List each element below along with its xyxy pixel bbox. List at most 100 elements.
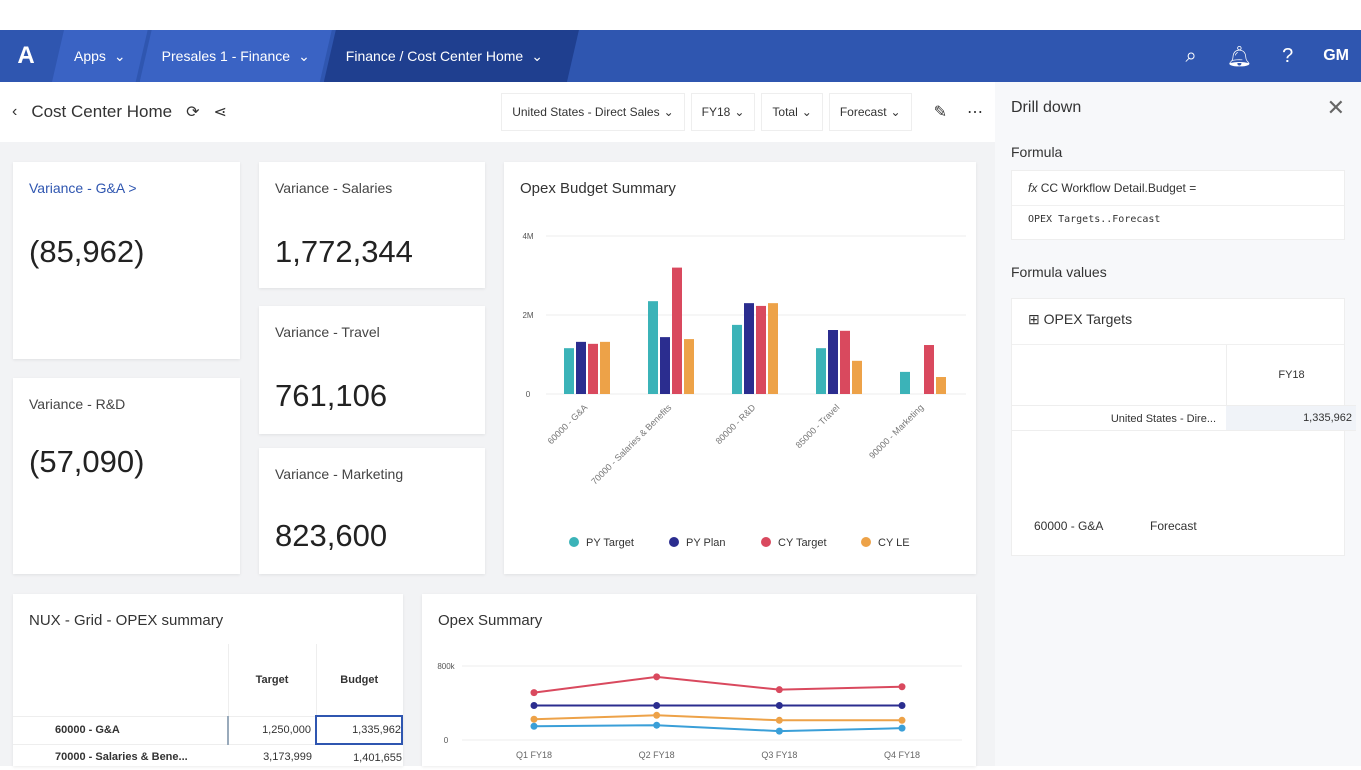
refresh-icon[interactable]: ⟳ xyxy=(186,104,200,121)
bar xyxy=(660,337,670,394)
chevron-down-icon: ⌄ xyxy=(531,47,543,64)
y-tick-label: 0 xyxy=(444,736,449,745)
legend-marker xyxy=(669,537,679,547)
data-point xyxy=(653,711,661,719)
bar xyxy=(684,339,694,394)
filter-version[interactable]: Forecast ⌄ xyxy=(828,93,912,131)
filter-total[interactable]: Total ⌄ xyxy=(761,93,823,131)
x-tick-label: Q4 FY18 xyxy=(884,750,920,760)
bar-chart: 0 2M 4M 60000 - G&A 70000 - Salaries & Benef… xyxy=(522,232,966,549)
bell-icon[interactable]: 🔔︎ xyxy=(1226,45,1253,68)
workspace-menu[interactable]: Presales 1 - Finance ⌄ xyxy=(140,30,332,82)
kpi-card-ga[interactable]: Variance - G&A > (85,962) xyxy=(13,162,240,359)
y-tick-label: 2M xyxy=(522,311,533,320)
user-avatar[interactable]: GM xyxy=(1323,47,1349,64)
kpi-label: Variance - Marketing xyxy=(275,466,404,482)
legend-label: PY Plan xyxy=(686,537,726,549)
data-point xyxy=(653,721,661,729)
formula-values-label: Formula values xyxy=(1011,264,1107,280)
legend-marker xyxy=(569,537,579,547)
filter-year[interactable]: FY18 ⌄ xyxy=(690,93,756,131)
x-tick-label: Q2 FY18 xyxy=(639,750,675,760)
table-row[interactable]: 60000 - G&A 1,250,000 1,335,962 xyxy=(13,715,403,745)
legend-marker xyxy=(861,537,871,547)
data-point xyxy=(775,686,783,694)
page-label: Finance / Cost Center Home xyxy=(345,48,524,64)
apps-menu[interactable]: Apps ⌄ xyxy=(52,30,148,82)
bar xyxy=(840,330,850,394)
kpi-label: Variance - R&D xyxy=(29,396,126,412)
bar xyxy=(852,360,862,394)
page-title: Cost Center Home xyxy=(31,102,173,121)
x-tick-label: Q1 FY18 xyxy=(516,750,552,760)
function-icon: fx xyxy=(1028,181,1038,195)
table-row[interactable]: United States - Dire... 1,335,962 xyxy=(1012,405,1356,431)
bar xyxy=(816,348,826,394)
data-point xyxy=(775,716,783,724)
bar xyxy=(600,341,610,394)
grid-icon: ⊞ xyxy=(1028,311,1040,327)
series-line xyxy=(533,714,902,722)
bar xyxy=(732,324,742,394)
x-tick-label: 85000 - Travel xyxy=(794,402,842,450)
x-tick-label: 70000 - Salaries & Benefits xyxy=(589,402,674,487)
kpi-card-salaries: Variance - Salaries 1,772,344 xyxy=(259,162,485,288)
kpi-card-rd: Variance - R&D (57,090) xyxy=(13,378,240,574)
formula-values-table: ⊞ OPEX Targets FY18 United States - Dire… xyxy=(1011,298,1356,556)
chart-title: Opex Summary xyxy=(438,612,543,629)
legend-label: CY Target xyxy=(778,537,827,549)
kpi-label: Variance - Travel xyxy=(275,324,380,340)
data-point xyxy=(898,701,906,709)
kpi-value: 1,772,344 xyxy=(275,234,413,269)
bar xyxy=(924,345,934,394)
series-line xyxy=(533,675,903,694)
data-point xyxy=(775,727,783,735)
app-logo-icon[interactable]: A xyxy=(17,42,35,69)
kpi-label[interactable]: Variance - G&A > xyxy=(29,180,137,196)
data-point xyxy=(775,701,783,709)
table-row[interactable]: 70000 - Salaries & Bene... 3,173,999 1,401… xyxy=(13,744,402,770)
data-point xyxy=(530,715,538,723)
kpi-card-travel: Variance - Travel 761,106 xyxy=(259,306,485,434)
legend-label: CY LE xyxy=(878,537,910,549)
filter-region[interactable]: United States - Direct Sales ⌄ xyxy=(501,93,685,131)
bar xyxy=(672,267,682,394)
search-icon[interactable]: ⌕ xyxy=(1185,44,1197,67)
kpi-card-marketing: Variance - Marketing 823,600 xyxy=(259,448,485,574)
bar xyxy=(564,348,574,394)
kpi-label: Variance - Salaries xyxy=(275,180,393,196)
kpi-value: (85,962) xyxy=(29,234,145,269)
data-point xyxy=(530,722,538,730)
share-icon[interactable]: ⋖ xyxy=(213,104,227,121)
edit-icon[interactable]: ✎ xyxy=(933,104,947,121)
y-tick-label: 4M xyxy=(522,232,533,241)
x-tick-label: 80000 - R&D xyxy=(714,402,758,446)
formula-box[interactable]: fx CC Workflow Detail.Budget = OPEX Targ… xyxy=(1011,170,1345,240)
opex-budget-chart-card: Opex Budget Summary 0 2M 4M 60000 - G&A 7000… xyxy=(504,162,976,574)
chevron-down-icon: ⌄ xyxy=(298,47,310,64)
y-tick-label: 800k xyxy=(437,662,455,671)
kpi-value: 823,600 xyxy=(275,518,388,553)
close-icon[interactable]: ✕ xyxy=(1326,95,1345,120)
series-line xyxy=(533,724,903,733)
x-tick-label: Q3 FY18 xyxy=(761,750,797,760)
data-point xyxy=(898,724,906,732)
more-icon[interactable]: ⋯ xyxy=(967,104,983,121)
bar xyxy=(588,343,598,394)
kpi-value: 761,106 xyxy=(275,378,388,413)
data-point xyxy=(653,673,661,681)
y-tick-label: 0 xyxy=(526,390,531,399)
drill-down-panel: Drill down ✕ Formula fx CC Workflow Deta… xyxy=(995,82,1361,766)
bar xyxy=(768,303,778,394)
workspace-label: Presales 1 - Finance xyxy=(161,48,291,64)
chevron-down-icon: ⌄ xyxy=(113,47,126,64)
data-point xyxy=(898,716,906,724)
data-point xyxy=(898,683,906,691)
formula-label: Formula xyxy=(1011,144,1063,160)
data-point xyxy=(530,701,538,709)
help-icon[interactable]: ? xyxy=(1282,44,1294,67)
page-menu[interactable]: Finance / Cost Center Home ⌄ xyxy=(324,30,579,82)
panel-title: Drill down xyxy=(1011,99,1082,116)
bar xyxy=(744,303,754,394)
back-icon[interactable]: ‹ xyxy=(12,103,18,120)
